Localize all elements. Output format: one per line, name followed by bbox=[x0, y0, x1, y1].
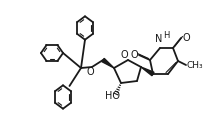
Text: H: H bbox=[163, 30, 169, 40]
Polygon shape bbox=[141, 67, 154, 76]
Polygon shape bbox=[102, 58, 114, 68]
Text: CH₃: CH₃ bbox=[187, 61, 203, 71]
Text: O: O bbox=[86, 67, 94, 77]
Text: O: O bbox=[120, 50, 128, 60]
Text: O: O bbox=[130, 50, 138, 60]
Text: HO: HO bbox=[106, 91, 120, 101]
Text: N: N bbox=[155, 34, 163, 44]
Text: O: O bbox=[182, 33, 190, 43]
